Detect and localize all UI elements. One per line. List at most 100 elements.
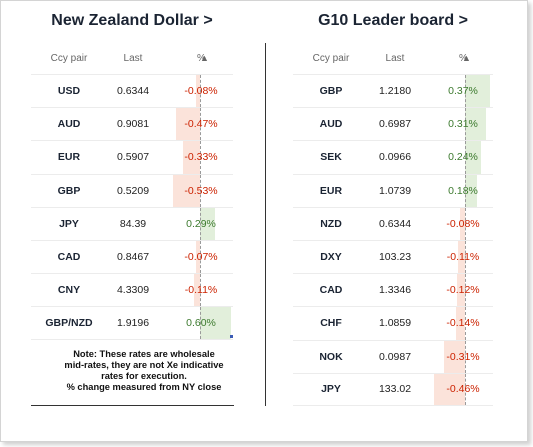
zero-baseline	[465, 373, 466, 405]
ccy-pair-cell: CAD	[319, 284, 343, 297]
rate-row[interactable]: NZD 0.6344 -0.08%	[293, 206, 493, 240]
positive-change-bar	[465, 141, 482, 174]
rate-row[interactable]: EUR 1.0739 0.18%	[293, 173, 493, 207]
ccy-pair-cell: EUR	[319, 184, 343, 197]
last-rate-cell: 133.02	[378, 383, 412, 396]
widget-frame: New Zealand Dollar > Ccy pair Last % ▲ US…	[0, 0, 528, 442]
negative-change-bar	[194, 274, 200, 307]
pct-change-cell: -0.53%	[171, 174, 231, 207]
pct-change-cell: 0.18%	[433, 174, 493, 207]
rate-row[interactable]: CAD 1.3346 -0.12%	[293, 273, 493, 307]
header-ccy-pair[interactable]: Ccy pair	[312, 53, 350, 64]
rate-row[interactable]: CHF 1.0859 -0.14%	[293, 306, 493, 340]
g10-panel-title[interactable]: G10 Leader board >	[318, 12, 468, 29]
rate-row[interactable]: JPY 84.39 0.29%	[31, 206, 233, 240]
rate-row[interactable]: GBP 1.2180 0.37%	[293, 74, 493, 108]
pct-change-cell: -0.14%	[433, 307, 493, 340]
rate-row[interactable]: DXY 103.23 -0.11%	[293, 239, 493, 274]
rate-row[interactable]: EUR 0.5907 -0.33%	[31, 140, 233, 174]
header-last[interactable]: Last	[385, 53, 405, 64]
zero-baseline	[200, 75, 201, 108]
positive-change-bar	[465, 108, 486, 141]
ccy-pair-cell: CAD	[57, 251, 81, 264]
pct-change-value: -0.33%	[184, 151, 218, 164]
sort-up-icon: ▲	[462, 53, 471, 63]
zero-baseline	[200, 240, 201, 274]
pct-change-cell: -0.08%	[171, 75, 231, 108]
negative-change-bar	[456, 274, 465, 307]
rate-row[interactable]: GBP 0.5209 -0.53%	[31, 173, 233, 207]
pct-change-value: -0.12%	[446, 284, 480, 297]
rate-row[interactable]: SEK 0.0966 0.24%	[293, 140, 493, 174]
pct-change-cell: 0.31%	[433, 108, 493, 141]
panel-divider	[265, 43, 266, 406]
negative-change-bar	[434, 373, 465, 405]
last-rate-cell: 0.6344	[378, 217, 412, 230]
last-rate-cell: 4.3309	[116, 284, 150, 297]
pct-change-value: -0.08%	[184, 85, 218, 98]
ccy-pair-cell: DXY	[320, 251, 342, 264]
positive-change-bar	[465, 75, 490, 108]
nzd-panel-title[interactable]: New Zealand Dollar >	[51, 12, 213, 29]
zero-baseline	[200, 274, 201, 307]
zero-baseline	[200, 108, 201, 141]
rate-row[interactable]: JPY 133.02 -0.46%	[293, 372, 493, 406]
note-line: rates for execution.	[101, 371, 187, 381]
pct-change-cell: 0.60%	[171, 307, 233, 339]
last-rate-cell: 0.5209	[116, 184, 150, 197]
last-rate-cell: 1.3346	[378, 284, 412, 297]
pct-change-value: -0.47%	[184, 118, 218, 131]
zero-baseline	[200, 141, 201, 174]
rate-row[interactable]: NOK 0.0987 -0.31%	[293, 339, 493, 373]
negative-change-bar	[455, 307, 465, 340]
rate-row[interactable]: AUD 0.6987 0.31%	[293, 107, 493, 141]
pct-change-value: 0.37%	[448, 85, 478, 98]
rate-row[interactable]: CAD 0.8467 -0.07%	[31, 239, 233, 274]
rate-row[interactable]: AUD 0.9081 -0.47%	[31, 107, 233, 141]
zero-baseline	[465, 141, 466, 174]
rate-row[interactable]: CNY 4.3309 -0.11%	[31, 273, 233, 307]
positive-change-bar	[200, 307, 231, 339]
rate-row[interactable]: GBP/NZD 1.9196 0.60%	[31, 306, 233, 340]
pct-change-cell: -0.07%	[171, 240, 231, 274]
pct-change-cell: -0.11%	[171, 274, 231, 307]
last-rate-cell: 1.9196	[116, 316, 150, 329]
pct-change-value: -0.11%	[446, 251, 480, 264]
zero-baseline	[465, 274, 466, 307]
ccy-pair-cell: CNY	[57, 284, 81, 297]
last-rate-cell: 0.9081	[116, 118, 150, 131]
zero-baseline	[200, 207, 201, 240]
negative-change-bar	[182, 141, 200, 174]
note-line: % change measured from NY close	[66, 382, 222, 392]
last-rate-cell: 103.23	[378, 251, 412, 264]
pct-change-value: 0.18%	[448, 184, 478, 197]
resize-handle-icon	[230, 334, 233, 338]
ccy-pair-cell: GBP	[319, 85, 343, 98]
zero-baseline	[465, 240, 466, 274]
negative-change-bar	[459, 207, 465, 240]
header-pct-label: %	[197, 53, 206, 64]
pct-change-cell: 0.24%	[433, 141, 493, 174]
pct-change-cell: -0.47%	[171, 108, 231, 141]
header-ccy-pair[interactable]: Ccy pair	[50, 53, 88, 64]
rate-row[interactable]: USD 0.6344 -0.08%	[31, 74, 233, 108]
negative-change-bar	[196, 240, 200, 274]
pct-change-value: -0.46%	[446, 383, 480, 396]
table-header: Ccy pair Last % ▲	[293, 53, 493, 69]
ccy-pair-cell: GBP/NZD	[45, 316, 93, 329]
ccy-pair-cell: USD	[57, 85, 81, 98]
zero-baseline	[465, 108, 466, 141]
g10-rates-list: GBP 1.2180 0.37% AUD 0.6987 0.31% SEK 0.0966 0.2…	[293, 74, 493, 406]
last-rate-cell: 0.5907	[116, 151, 150, 164]
negative-change-bar	[444, 340, 465, 373]
pct-change-value: -0.14%	[446, 317, 480, 330]
ccy-pair-cell: GBP	[57, 184, 81, 197]
pct-change-value: 0.24%	[448, 151, 478, 164]
pct-change-value: -0.31%	[446, 350, 480, 363]
header-last[interactable]: Last	[123, 53, 143, 64]
pct-change-value: 0.60%	[186, 316, 216, 329]
ccy-pair-cell: NOK	[319, 350, 343, 363]
ccy-pair-cell: CHF	[320, 317, 342, 330]
last-rate-cell: 1.2180	[378, 85, 412, 98]
negative-change-bar	[175, 108, 200, 141]
